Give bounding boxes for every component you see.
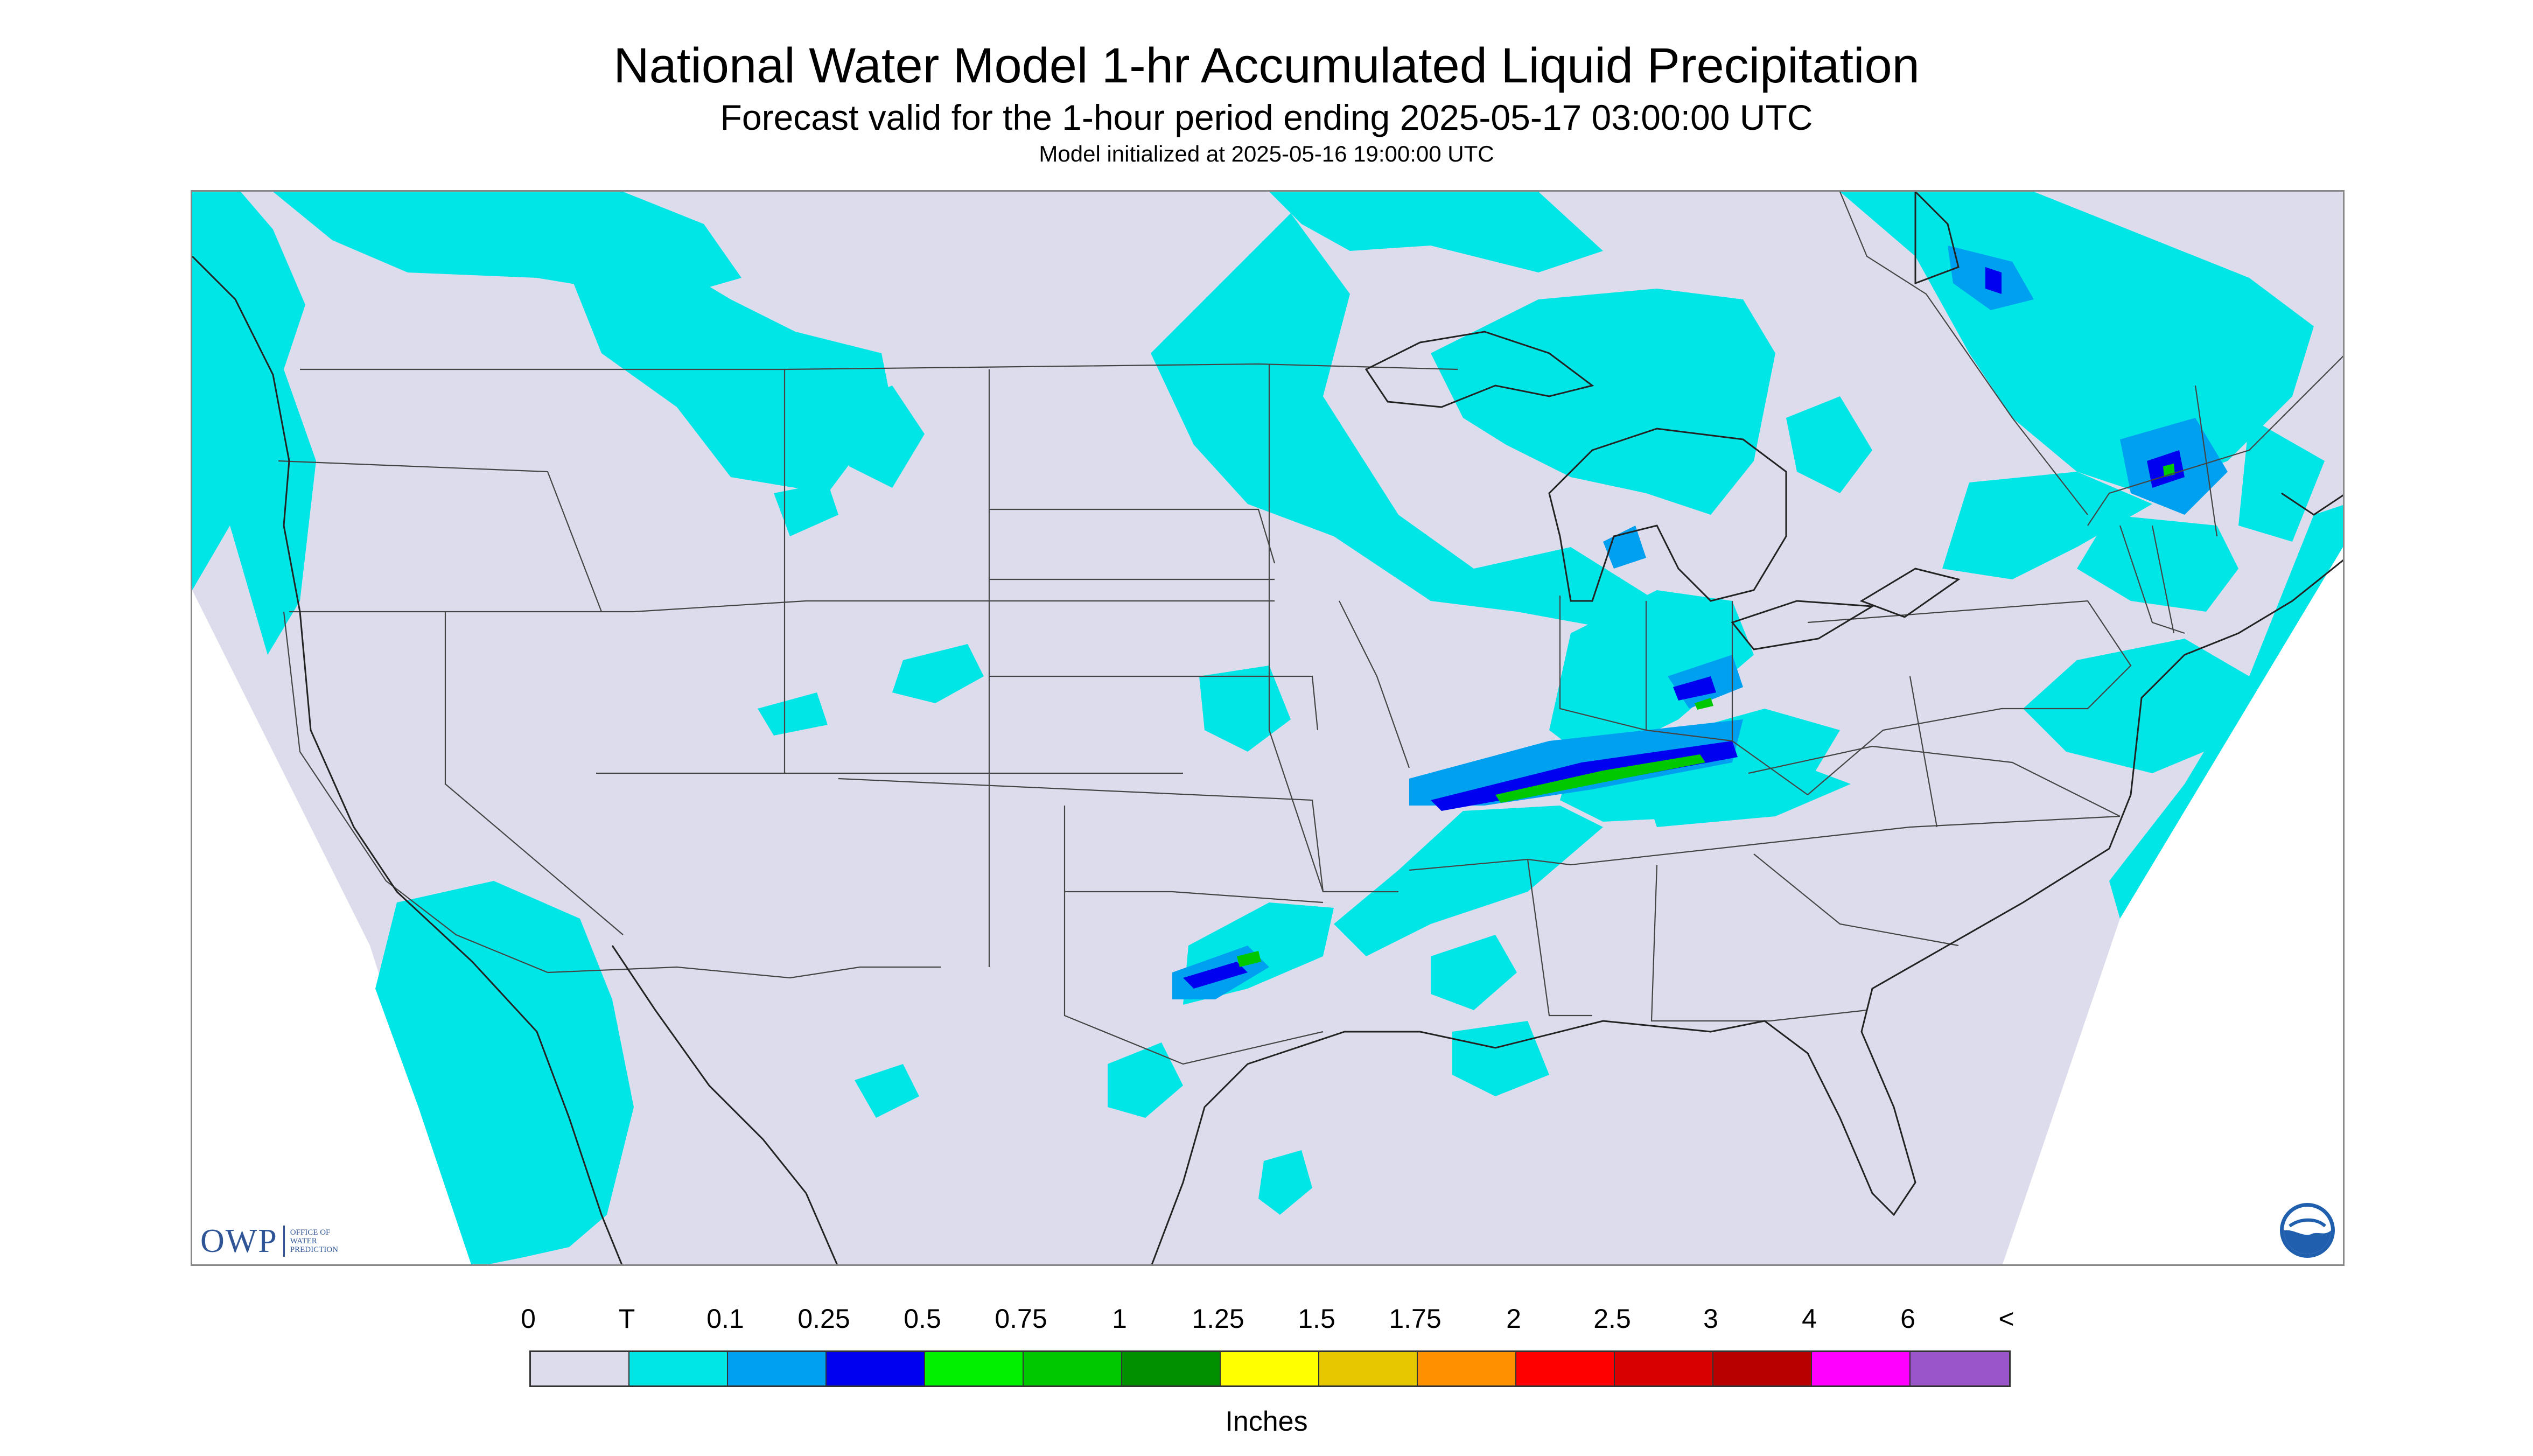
legend-label: 0.5	[904, 1304, 941, 1334]
legend-label: T	[618, 1304, 635, 1334]
legend-label: 1.75	[1389, 1304, 1442, 1334]
legend-label: 0.1	[706, 1304, 744, 1334]
precipitation-map[interactable]	[191, 190, 2345, 1266]
coastlines	[192, 192, 2343, 1264]
legend-label: 0.25	[797, 1304, 850, 1334]
state-boundaries	[278, 192, 2343, 1065]
owp-logo-subtext: OFFICE OF WATER PREDICTION	[290, 1228, 338, 1254]
legend-label: 1	[1112, 1304, 1127, 1334]
legend-units-label: Inches	[1225, 1406, 1308, 1437]
legend-label: 1.5	[1298, 1304, 1335, 1334]
map-title: National Water Model 1-hr Accumulated Li…	[613, 38, 1920, 93]
legend-swatch	[1516, 1352, 1615, 1385]
color-legend	[529, 1350, 2011, 1387]
forecast-valid-subtitle: Forecast valid for the 1-hour period end…	[720, 97, 1813, 137]
legend-labels: 0 T 0.1 0.25 0.5 0.75 1 1.25 1.5 1.75 2 …	[0, 1303, 2533, 1335]
legend-label: 2.5	[1593, 1304, 1631, 1334]
heavy-precip-areas	[1237, 464, 2175, 967]
legend-swatch	[827, 1352, 925, 1385]
legend-swatch	[728, 1352, 827, 1385]
legend-swatch	[1911, 1352, 2009, 1385]
legend-label: 2	[1506, 1304, 1521, 1334]
legend-label: 4	[1802, 1304, 1817, 1334]
legend-swatch	[1713, 1352, 1812, 1385]
owp-logo-text: OWP	[200, 1222, 278, 1259]
legend-label: 0	[521, 1304, 536, 1334]
owp-logo-divider	[283, 1226, 285, 1257]
legend-label: 1.25	[1192, 1304, 1244, 1334]
legend-swatch	[1024, 1352, 1122, 1385]
legend-swatch	[1122, 1352, 1221, 1385]
legend-label: <	[1998, 1304, 2014, 1334]
legend-swatch	[531, 1352, 629, 1385]
legend-swatch	[1812, 1352, 1911, 1385]
legend-label: 3	[1703, 1304, 1718, 1334]
legend-swatch	[1221, 1352, 1319, 1385]
model-init-line: Model initialized at 2025-05-16 19:00:00…	[1039, 141, 1494, 166]
legend-label: 0.75	[995, 1304, 1047, 1334]
map-canvas	[192, 192, 2343, 1264]
legend-swatch	[925, 1352, 1024, 1385]
legend-swatch	[1418, 1352, 1516, 1385]
legend-label: 6	[1900, 1304, 1915, 1334]
owp-logo: OWP OFFICE OF WATER PREDICTION	[200, 1222, 338, 1260]
legend-swatch	[1615, 1352, 1713, 1385]
legend-swatch	[1319, 1352, 1418, 1385]
legend-swatch	[629, 1352, 728, 1385]
noaa-logo	[2280, 1203, 2335, 1258]
